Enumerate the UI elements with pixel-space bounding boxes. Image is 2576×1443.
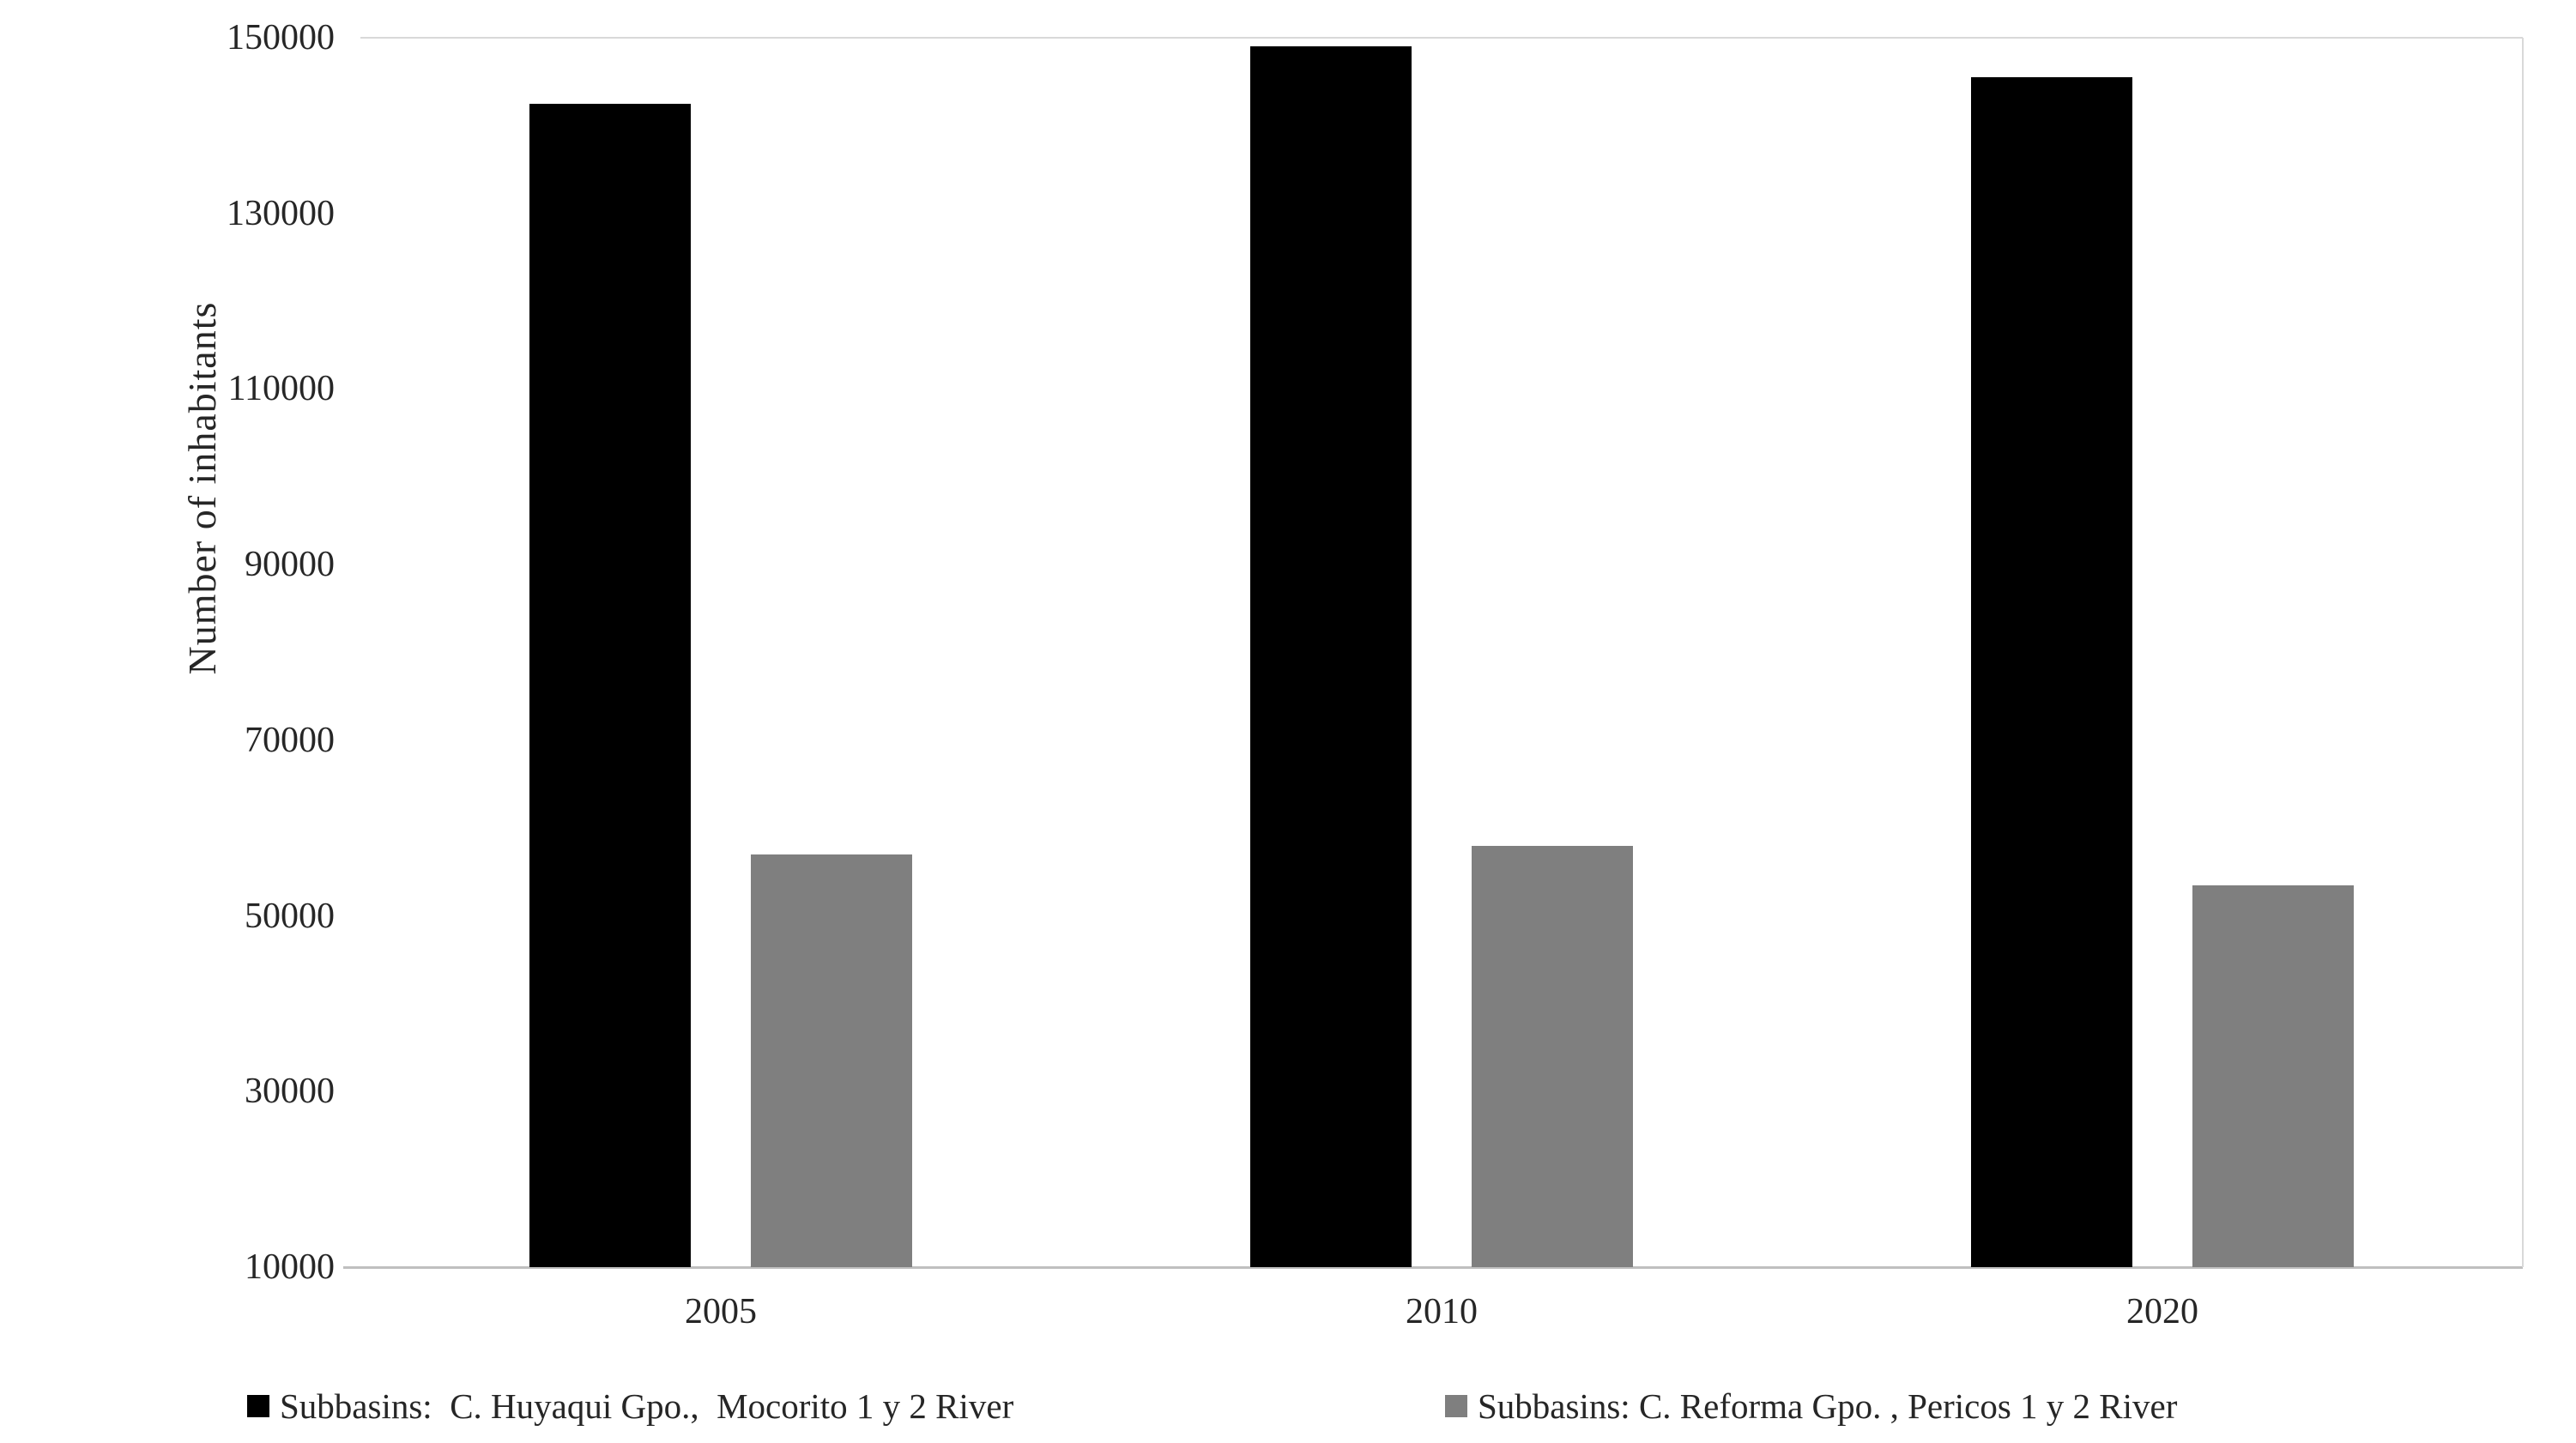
bar — [751, 854, 912, 1267]
bar — [529, 103, 691, 1267]
y-tick-label: 30000 — [245, 1072, 335, 1112]
bar-group-2010 — [1081, 38, 1802, 1267]
plot-border-line — [360, 37, 2523, 39]
bar — [2192, 885, 2354, 1267]
x-tick-label: 2020 — [2126, 1292, 2198, 1331]
plot-border-line — [2522, 38, 2524, 1267]
y-tick-label: 10000 — [245, 1247, 335, 1287]
legend-marker-icon — [247, 1395, 269, 1417]
legend-label: Subbasins: C. Reforma Gpo. , Pericos 1 y… — [1478, 1386, 2178, 1426]
bar-group-2005 — [360, 38, 1081, 1267]
legend-item: Subbasins: C. Huyaqui Gpo., Mocorito 1 y… — [247, 1386, 1013, 1427]
y-tick-label: 150000 — [227, 18, 335, 57]
x-tick-label: 2010 — [1406, 1292, 1478, 1331]
y-tick-label: 130000 — [227, 193, 335, 233]
y-tick-label: 70000 — [245, 720, 335, 760]
legend-marker-icon — [1445, 1395, 1467, 1417]
bar-group-2020 — [1802, 38, 2523, 1267]
legend-item: Subbasins: C. Reforma Gpo. , Pericos 1 y… — [1445, 1386, 2177, 1427]
bar — [1250, 46, 1412, 1267]
y-tick-label: 50000 — [245, 896, 335, 936]
y-axis-title: Number of inhabitants — [179, 301, 224, 675]
legend-label: Subbasins: C. Huyaqui Gpo., Mocorito 1 y… — [280, 1386, 1014, 1426]
x-axis-line — [343, 1266, 2523, 1269]
y-tick-label: 90000 — [245, 545, 335, 585]
x-tick-label: 2005 — [685, 1292, 757, 1331]
bar — [1472, 845, 1633, 1267]
bar — [1971, 77, 2132, 1267]
y-tick-label: 110000 — [227, 369, 335, 409]
